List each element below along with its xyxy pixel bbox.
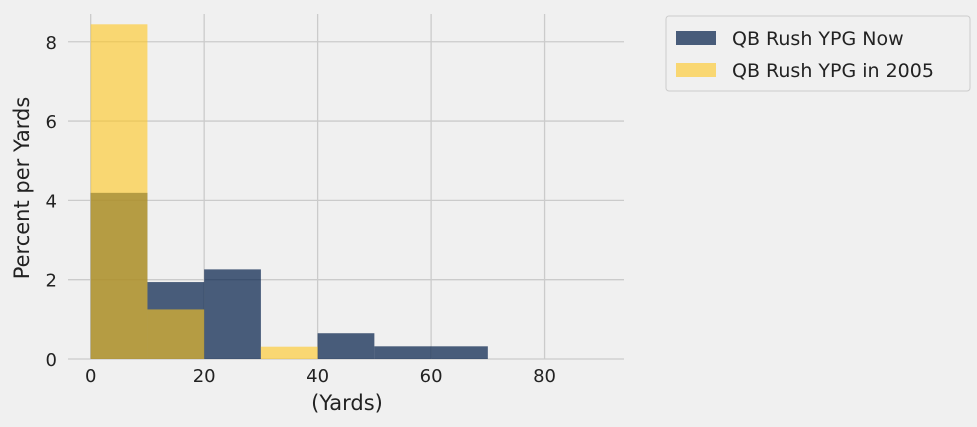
legend-frame bbox=[665, 15, 971, 92]
x-tick-label: 0 bbox=[85, 366, 96, 387]
legend-label-2005: QB Rush YPG in 2005 bbox=[732, 60, 934, 82]
legend-label-now: QB Rush YPG Now bbox=[732, 28, 904, 50]
legend-swatch-2005 bbox=[676, 63, 716, 77]
y-tick-label: 0 bbox=[46, 350, 57, 371]
legend: QB Rush YPG Now QB Rush YPG in 2005 bbox=[665, 15, 971, 92]
x-tick-label: 80 bbox=[533, 366, 556, 387]
x-tick-label: 20 bbox=[193, 366, 216, 387]
bar-now-bin-4 bbox=[317, 333, 375, 359]
y-tick-label: 4 bbox=[46, 191, 57, 212]
x-axis-label: (Yards) bbox=[311, 391, 383, 415]
y-tick-label: 2 bbox=[46, 271, 57, 292]
bar-2005-bin-3 bbox=[260, 346, 318, 359]
legend-swatch-now bbox=[676, 31, 716, 45]
x-tick-label: 60 bbox=[420, 366, 443, 387]
bar-now-bin-5 bbox=[374, 346, 432, 359]
y-tick-label: 8 bbox=[46, 33, 57, 54]
bars bbox=[90, 24, 488, 360]
bar-2005-bin-1 bbox=[147, 309, 205, 359]
y-axis-label: Percent per Yards bbox=[10, 97, 34, 280]
bar-now-bin-6 bbox=[431, 346, 488, 359]
bar-2005-bin-0 bbox=[90, 24, 148, 360]
bar-now-bin-2 bbox=[204, 269, 261, 359]
y-tick-label: 6 bbox=[46, 112, 57, 133]
x-tick-label: 40 bbox=[306, 366, 329, 387]
